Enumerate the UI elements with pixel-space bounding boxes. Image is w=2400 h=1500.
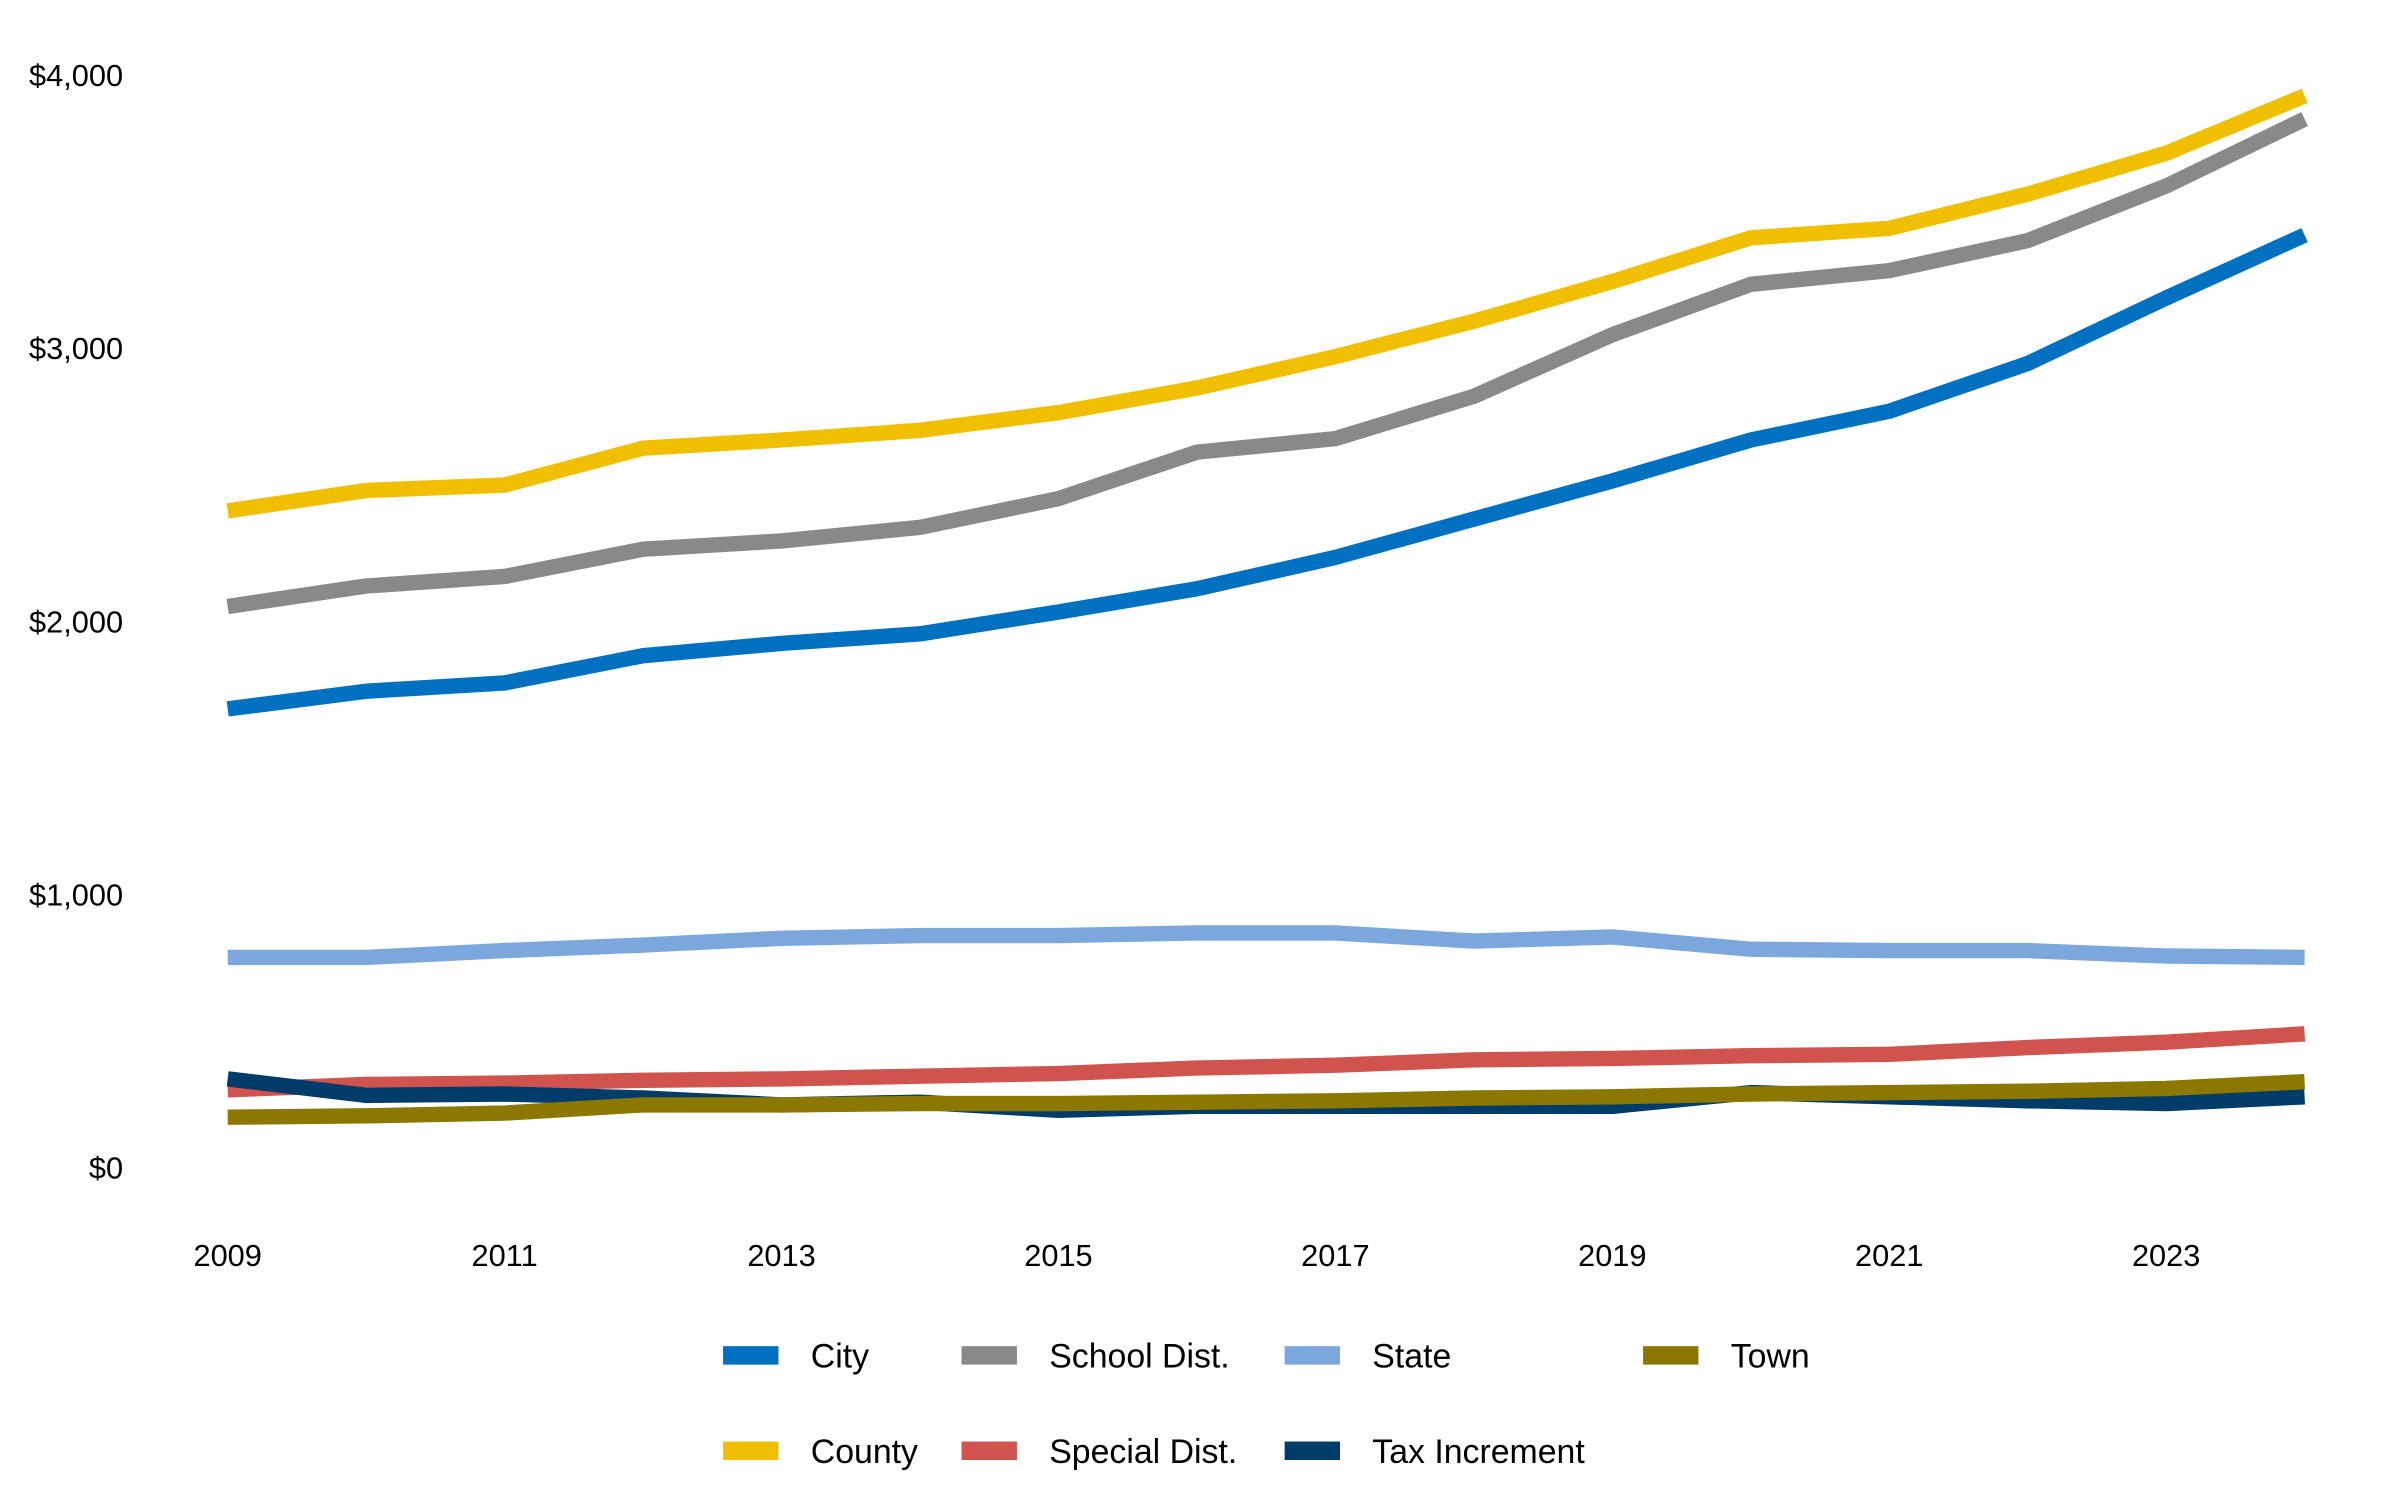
- legend-label: School Dist.: [1049, 1338, 1230, 1376]
- x-tick-label: 2015: [1024, 1238, 1092, 1273]
- y-tick-label: $1,000: [29, 877, 123, 912]
- legend-item: Special Dist.: [961, 1433, 1237, 1471]
- legend-label: Tax Increment: [1372, 1433, 1585, 1471]
- legend-swatch: [961, 1346, 1017, 1365]
- legend-swatch: [961, 1441, 1017, 1460]
- x-tick-label: 2017: [1301, 1238, 1369, 1273]
- legend-label: Town: [1731, 1338, 1810, 1376]
- legend-item: School Dist.: [961, 1338, 1230, 1376]
- y-tick-label: $0: [89, 1150, 123, 1185]
- series-line-town: [227, 1074, 2305, 1125]
- legend-label: City: [811, 1338, 869, 1376]
- x-axis: 2009 2011 2013 2015 2017 2019 2021 2023: [193, 1238, 2200, 1273]
- y-tick-label: $3,000: [29, 331, 123, 366]
- series-line-state: [227, 925, 2305, 966]
- x-tick-label: 2013: [747, 1238, 815, 1273]
- x-tick-label: 2009: [193, 1238, 261, 1273]
- legend-swatch: [1284, 1346, 1340, 1365]
- x-tick-label: 2011: [472, 1238, 538, 1273]
- legend-item: County: [723, 1433, 918, 1471]
- legend-swatch: [723, 1346, 779, 1365]
- y-tick-label: $2,000: [29, 604, 123, 639]
- legend-item: City: [723, 1338, 869, 1376]
- series-line-school-dist: [226, 112, 2308, 615]
- series-lines: [226, 88, 2308, 1125]
- series-line-special-dist: [227, 1026, 2306, 1098]
- legend-label: Special Dist.: [1049, 1433, 1237, 1471]
- legend-item: Tax Increment: [1284, 1433, 1585, 1471]
- legend-swatch: [1643, 1346, 1699, 1365]
- series-line-city: [226, 228, 2308, 717]
- x-tick-label: 2021: [1855, 1238, 1923, 1273]
- y-axis: $0 $1,000 $2,000 $3,000 $4,000: [29, 58, 123, 1185]
- legend-label: County: [811, 1433, 918, 1471]
- legend-swatch: [723, 1441, 779, 1460]
- x-tick-label: 2019: [1578, 1238, 1646, 1273]
- legend: City School Dist. State Town County Special D…: [723, 1338, 1810, 1471]
- y-tick-label: $4,000: [29, 58, 123, 93]
- legend-item: Town: [1643, 1338, 1810, 1376]
- series-line-county: [226, 88, 2308, 519]
- x-tick-label: 2023: [2132, 1238, 2200, 1273]
- legend-label: State: [1372, 1338, 1451, 1376]
- legend-item: State: [1284, 1338, 1451, 1376]
- legend-swatch: [1284, 1441, 1340, 1460]
